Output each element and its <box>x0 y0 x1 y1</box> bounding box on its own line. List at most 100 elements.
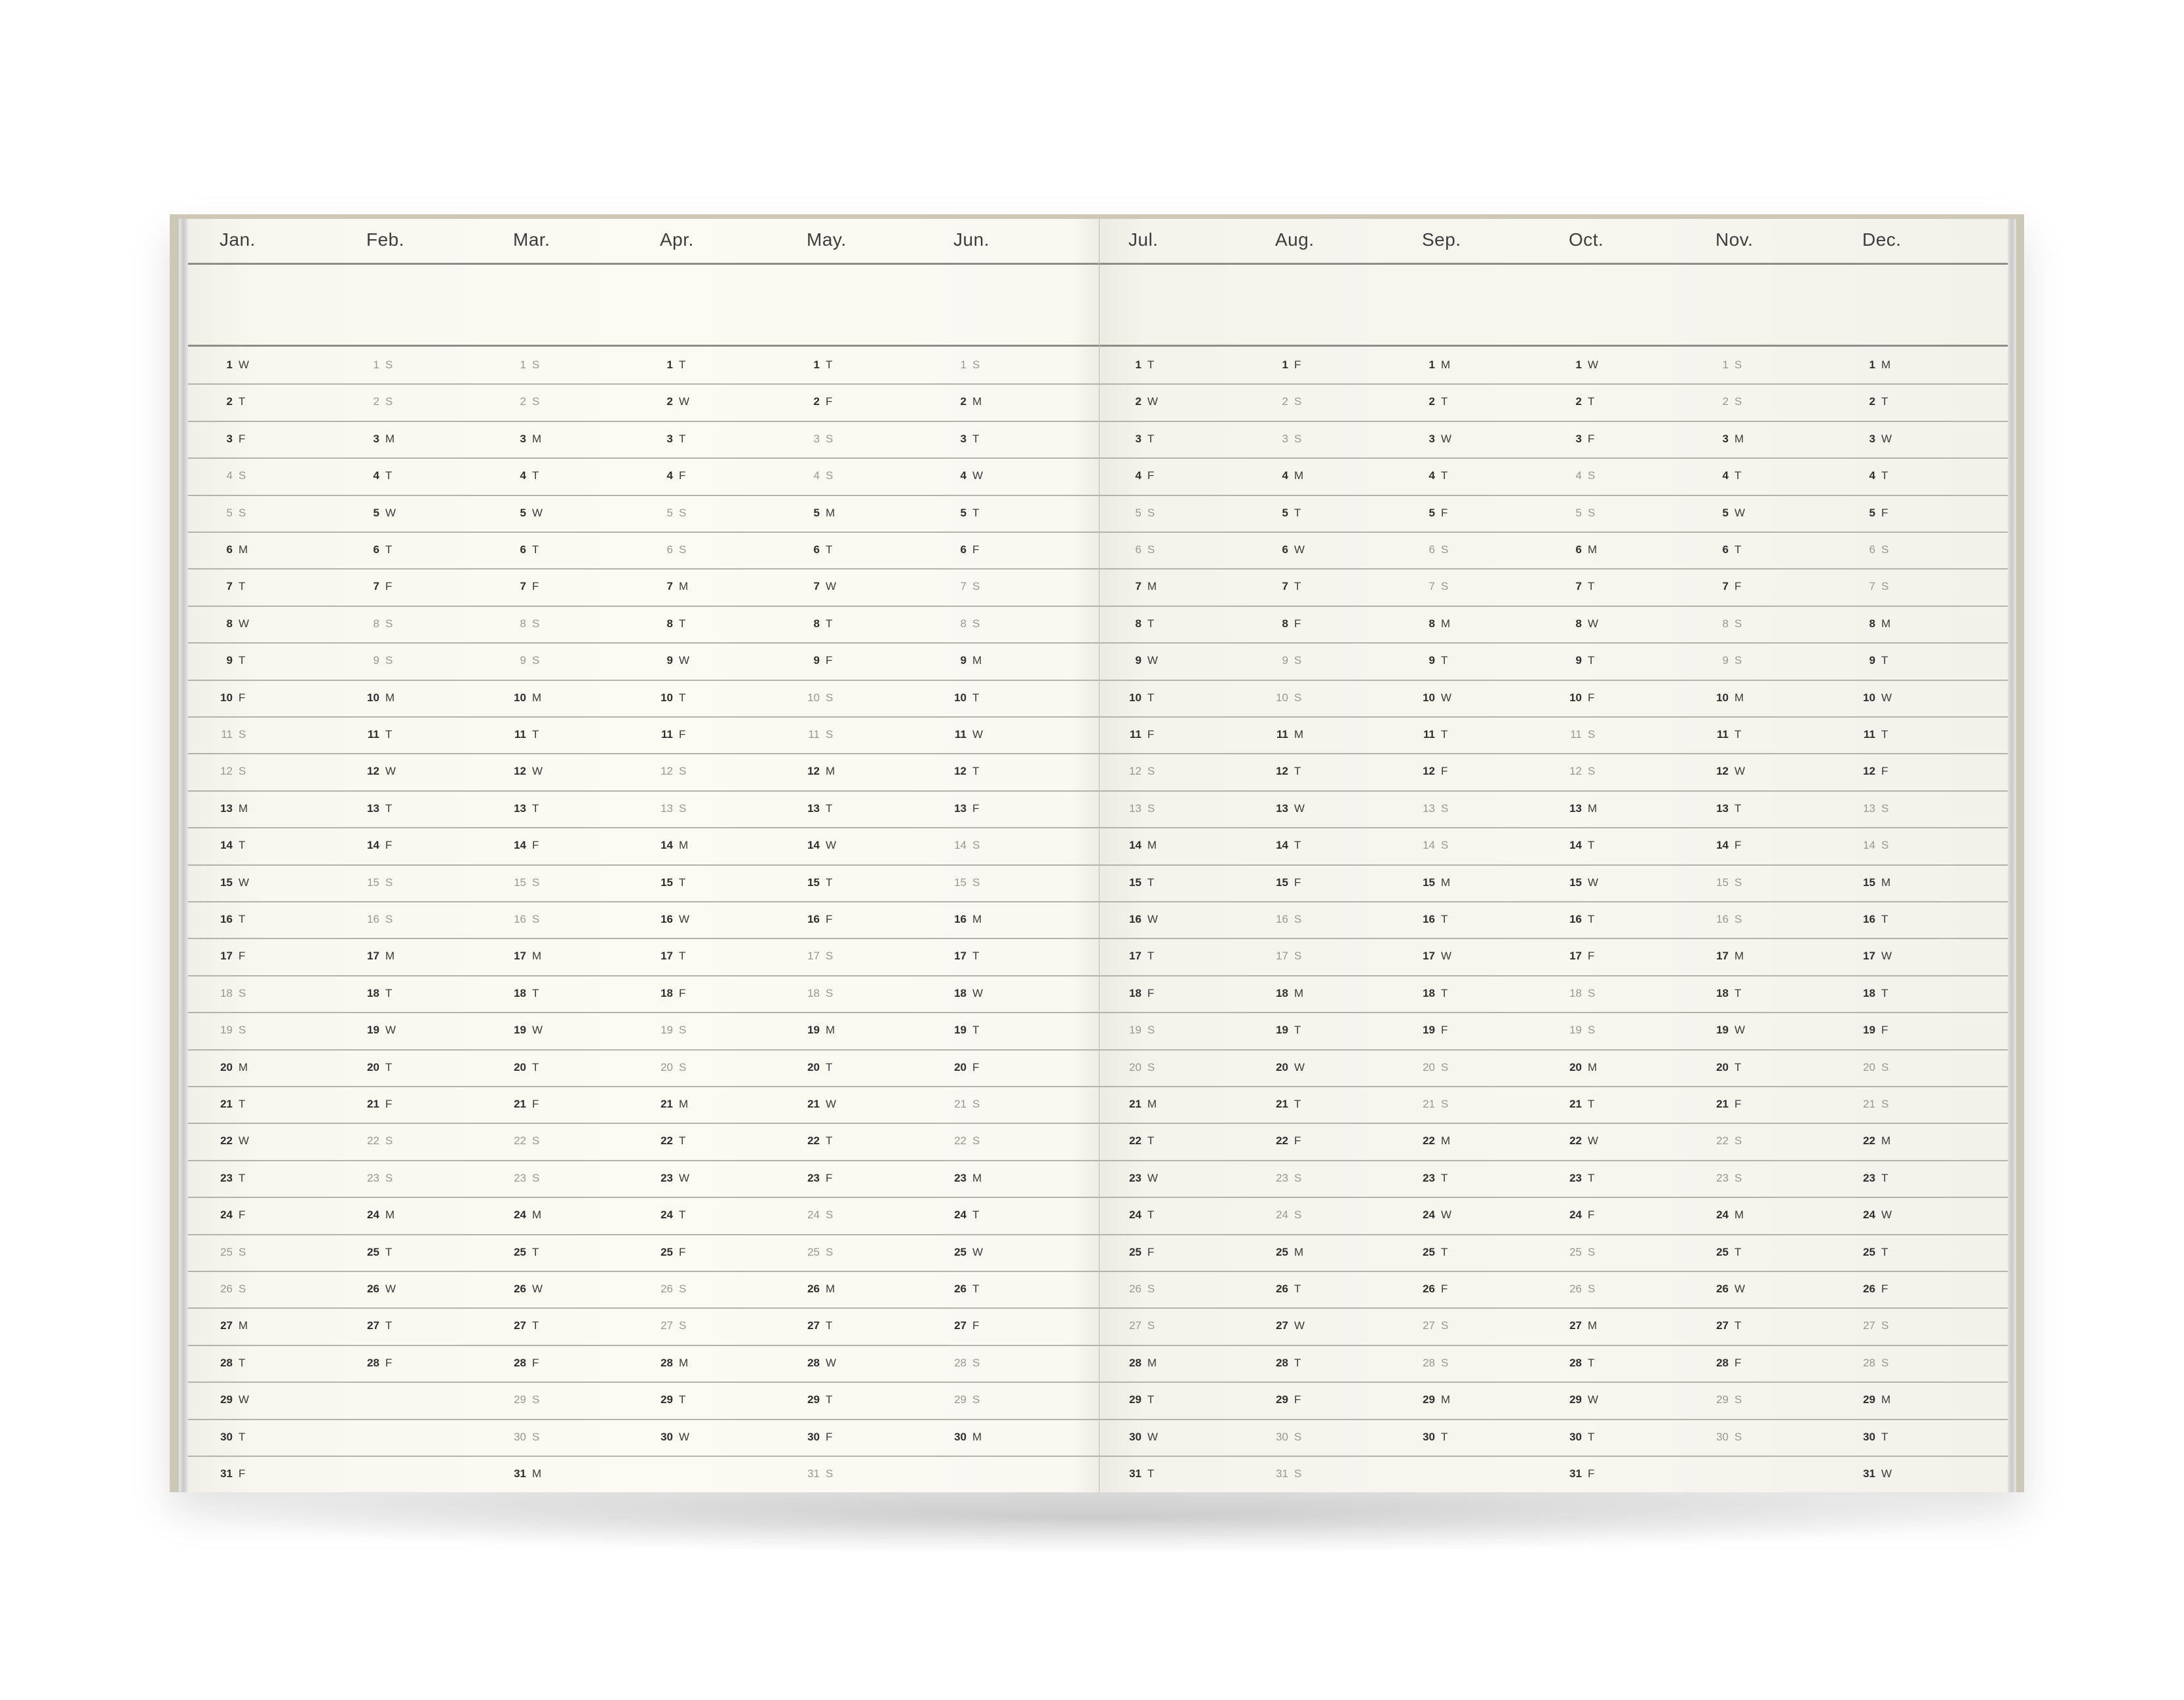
day-entry[interactable]: 17 T <box>1118 950 1154 963</box>
day-entry[interactable]: 23 T <box>1852 1172 1888 1185</box>
day-entry[interactable]: 24 W <box>1852 1208 1892 1222</box>
day-entry[interactable]: 16 M <box>943 913 982 926</box>
day-entry[interactable]: 26 S <box>1558 1283 1595 1296</box>
day-entry[interactable]: 28 T <box>1265 1357 1301 1370</box>
day-entry[interactable]: 17 W <box>1852 950 1892 963</box>
day-entry[interactable]: 20 T <box>503 1061 539 1074</box>
day-entry[interactable]: 24 M <box>1705 1208 1744 1222</box>
day-entry[interactable]: 21 M <box>649 1098 688 1111</box>
day-entry[interactable]: 23 T <box>209 1172 245 1185</box>
day-entry[interactable]: 10 M <box>1705 691 1744 705</box>
day-entry[interactable]: 13 T <box>796 802 832 815</box>
day-entry[interactable]: 18 T <box>1705 987 1741 1000</box>
day-entry[interactable]: 20 W <box>1265 1061 1305 1074</box>
day-entry[interactable]: 28 S <box>1411 1357 1448 1370</box>
day-entry[interactable]: 27 S <box>1411 1319 1448 1332</box>
day-entry[interactable]: 28 M <box>1118 1357 1157 1370</box>
day-entry[interactable]: 22 S <box>356 1134 393 1148</box>
day-entry[interactable]: 24 M <box>356 1208 394 1222</box>
day-entry[interactable]: 20 F <box>943 1061 979 1074</box>
day-entry[interactable]: 30 T <box>1411 1431 1447 1444</box>
day-entry[interactable]: 17 W <box>1411 950 1451 963</box>
day-entry[interactable]: 30 S <box>1705 1431 1742 1444</box>
day-entry[interactable]: 21 F <box>503 1098 539 1111</box>
day-entry[interactable]: 15 S <box>356 876 393 889</box>
day-entry[interactable]: 18 F <box>649 987 685 1000</box>
day-entry[interactable]: 12 W <box>1705 765 1745 778</box>
day-entry[interactable]: 23 S <box>356 1172 393 1185</box>
day-entry[interactable]: 21 T <box>1558 1098 1594 1111</box>
day-entry[interactable]: 26 F <box>1852 1283 1888 1296</box>
day-entry[interactable]: 17 F <box>1558 950 1594 963</box>
day-entry[interactable]: 21 W <box>796 1098 836 1111</box>
day-entry[interactable]: 15 S <box>1705 876 1742 889</box>
day-entry[interactable]: 22 T <box>796 1134 832 1148</box>
day-entry[interactable]: 14 F <box>503 839 539 852</box>
day-entry[interactable]: 27 F <box>943 1319 979 1332</box>
day-entry[interactable]: 26 W <box>356 1283 396 1296</box>
day-entry[interactable]: 25 T <box>503 1246 539 1259</box>
day-entry[interactable]: 20 T <box>356 1061 392 1074</box>
day-entry[interactable]: 22 M <box>1411 1134 1450 1148</box>
day-entry[interactable]: 29 W <box>1558 1393 1598 1406</box>
day-entry[interactable]: 19 S <box>1558 1024 1595 1037</box>
day-entry[interactable]: 12 S <box>1118 765 1155 778</box>
day-entry[interactable]: 20 T <box>1705 1061 1741 1074</box>
day-entry[interactable]: 19 F <box>1411 1024 1447 1037</box>
day-entry[interactable]: 29 M <box>1852 1393 1890 1406</box>
day-entry[interactable]: 11 T <box>356 728 392 741</box>
day-entry[interactable]: 30 S <box>1265 1431 1301 1444</box>
day-entry[interactable]: 18 M <box>1265 987 1303 1000</box>
day-entry[interactable]: 13 M <box>1558 802 1597 815</box>
day-entry[interactable]: 29 T <box>796 1393 832 1406</box>
day-entry[interactable]: 28 F <box>503 1357 539 1370</box>
day-entry[interactable]: 15 M <box>1411 876 1450 889</box>
day-entry[interactable]: 23 S <box>1705 1172 1742 1185</box>
day-entry[interactable]: 30 T <box>1558 1431 1594 1444</box>
day-entry[interactable]: 12 S <box>209 765 246 778</box>
day-entry[interactable]: 21 F <box>1705 1098 1741 1111</box>
day-entry[interactable]: 25 S <box>209 1246 246 1259</box>
day-entry[interactable]: 14 S <box>943 839 980 852</box>
day-entry[interactable]: 12 F <box>1411 765 1447 778</box>
day-entry[interactable]: 22 S <box>1705 1134 1742 1148</box>
day-entry[interactable]: 25 T <box>1411 1246 1447 1259</box>
day-entry[interactable]: 25 S <box>1558 1246 1595 1259</box>
day-entry[interactable]: 16 S <box>1705 913 1742 926</box>
day-entry[interactable]: 19 W <box>1705 1024 1745 1037</box>
day-entry[interactable]: 13 S <box>1118 802 1155 815</box>
day-entry[interactable]: 31 W <box>1852 1467 1892 1480</box>
day-entry[interactable]: 15 T <box>1118 876 1154 889</box>
day-entry[interactable]: 10 W <box>1852 691 1892 705</box>
day-entry[interactable]: 26 S <box>1118 1283 1155 1296</box>
day-entry[interactable]: 27 S <box>1118 1319 1155 1332</box>
